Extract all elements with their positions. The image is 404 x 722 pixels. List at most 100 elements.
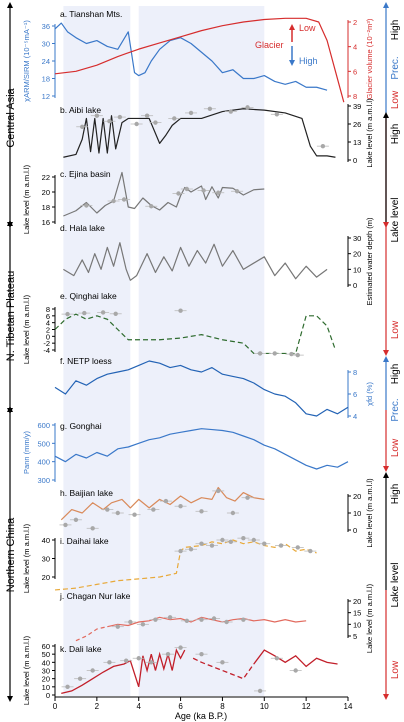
data-point (149, 204, 154, 209)
data-point (245, 105, 250, 110)
right-bracket-2-lake-level: Lake level (390, 197, 401, 242)
panel-title: j. Chagan Nur lake (59, 591, 131, 601)
data-point (295, 352, 300, 358)
data-point (163, 498, 169, 504)
data-point (165, 651, 171, 657)
right-tick-label: 20 (353, 597, 361, 606)
right-tick-label: 0 (353, 156, 357, 165)
panel-title: g. Gonghai (60, 421, 102, 431)
right-tick-label: 10 (353, 509, 361, 518)
left-tick-label: 50 (42, 650, 50, 659)
region-label-northern-china: Northern China (5, 517, 17, 592)
right-tick-label: 26 (353, 120, 361, 129)
left-tick-label: 300 (37, 476, 50, 485)
data-point (80, 124, 85, 129)
panel-f: f. NETP loess 4 6 8 χfd (%) (54, 356, 374, 421)
right-tick-label: 10 (353, 265, 361, 274)
data-point (230, 510, 236, 516)
region-label-tibetan-plateau: N. Tibetan Plateau (5, 271, 17, 362)
data-point (73, 517, 79, 522)
left-tick-label: 20 (42, 188, 50, 197)
left-tick-label: 18 (42, 75, 50, 84)
data-point (140, 622, 146, 627)
left-axis-label: Lake level (m a.m.l.l) (22, 294, 31, 364)
left-tick-label: 36 (42, 22, 50, 31)
data-point (251, 537, 257, 543)
x-tick-label: 6 (178, 702, 183, 711)
right-tick-label: 8 (353, 92, 357, 101)
data-point (65, 311, 70, 317)
right-tick-label: 6 (353, 390, 357, 399)
right-tick-label: 13 (353, 138, 361, 147)
left-tick-label: 18 (42, 203, 50, 212)
data-point (228, 539, 233, 545)
data-point (172, 116, 177, 121)
right-tick-label: 8 (353, 368, 357, 377)
data-point (274, 656, 280, 661)
region-bracket-central-asia: Central Asia (5, 2, 17, 228)
right-tick-label: 6 (353, 67, 357, 76)
left-tick-label: 8 (46, 305, 50, 314)
left-tick-label: 60 (42, 642, 50, 651)
right-bracket-3: High Prec. Low (383, 356, 401, 472)
data-point (123, 658, 129, 663)
right-tick-label: 39 (353, 102, 361, 111)
right-tick-label: 2 (353, 18, 357, 27)
x-tick-label: 12 (302, 702, 311, 711)
series-line (54, 360, 349, 417)
left-tick-label: 4 (46, 319, 50, 328)
data-point (111, 198, 116, 204)
data-point (262, 541, 267, 546)
data-point (105, 507, 110, 512)
left-axis-label: Pann (mm/y) (22, 431, 31, 474)
right-tick-label: 0 (353, 526, 357, 535)
right-bracket-2: High Lake level Low (383, 112, 401, 356)
data-point (289, 351, 294, 357)
data-point (107, 660, 112, 665)
left-tick-label: -4 (43, 346, 50, 355)
left-axis-label: Lake level (m a.m.l.l) (22, 635, 31, 705)
data-point (121, 197, 127, 202)
right-tick-label: 0 (353, 281, 357, 290)
right-tick-label: 4 (353, 412, 357, 421)
right-bracket-1-prec: Prec. (390, 56, 401, 79)
data-point (257, 688, 263, 694)
right-tick-label: 20 (353, 250, 361, 259)
panel-b: b. Aibi lake 0 13 26 39 Lake level (m a.m.l.l… (60, 98, 374, 168)
series-line (54, 17, 345, 103)
series-line (63, 108, 336, 158)
left-tick-label: 16 (42, 218, 50, 227)
data-point (211, 616, 217, 621)
glacier-label: Glacier (255, 40, 284, 50)
x-axis: Age (ka B.P.) 0 2 4 6 8 10 12 14 (53, 696, 353, 721)
panel-title: h. Baijian lake (60, 488, 113, 498)
x-tick-label: 14 (344, 702, 353, 711)
data-point (178, 548, 183, 554)
left-tick-label: 600 (37, 421, 50, 430)
data-point (178, 308, 183, 313)
right-tick-label: 10 (353, 620, 361, 629)
data-point (100, 310, 106, 315)
data-point (153, 120, 158, 125)
left-tick-label: 30 (42, 555, 50, 564)
data-point (207, 106, 213, 111)
left-axis-label: Lake level (m a.m.l.l) (22, 164, 31, 234)
right-bracket-3-high: High (390, 364, 401, 385)
panel-i: i. Daihai lake 20 30 40 Lake level (m a.m.l.… (22, 523, 317, 593)
x-axis-label: Age (ka B.P.) (175, 711, 227, 721)
left-tick-label: 22 (42, 173, 50, 182)
data-point (84, 203, 89, 208)
data-point (257, 351, 263, 356)
series-line (54, 428, 349, 470)
right-bracket-4: High Lake level Low (383, 472, 401, 700)
data-point (245, 495, 250, 500)
data-point (178, 504, 183, 509)
panel-c: c. Ejina basin 16 18 20 22 Lake level (m a.m.… (22, 164, 265, 234)
data-point (224, 619, 229, 625)
right-axis-label: Glacier volume (10⁻²m³) (365, 18, 374, 99)
panel-title: d. Hala lake (60, 223, 105, 233)
series-line (107, 616, 307, 628)
data-point (199, 617, 204, 622)
region-bracket-tibetan-plateau: N. Tibetan Plateau (5, 220, 17, 414)
